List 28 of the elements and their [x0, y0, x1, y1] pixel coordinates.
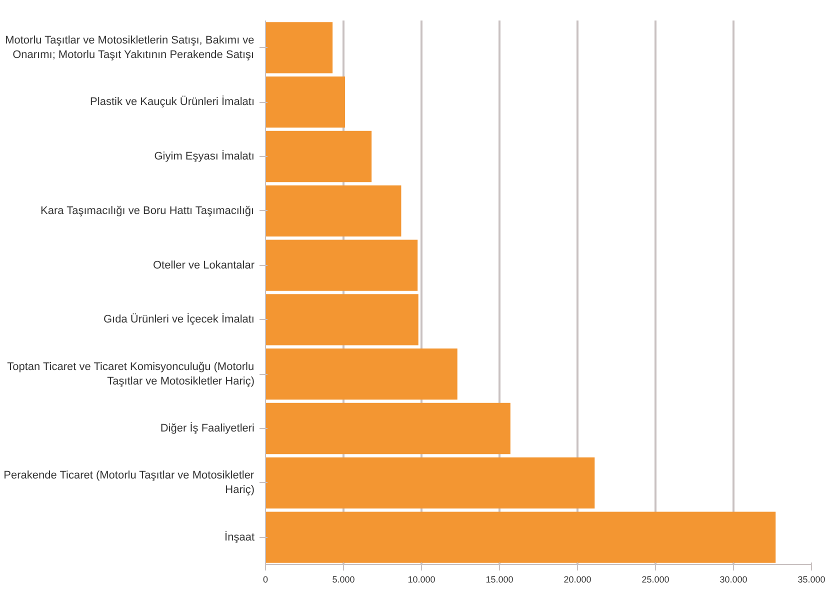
bar: [266, 130, 372, 182]
x-tick-label: 0: [262, 574, 268, 584]
x-tick-label: 25.000: [642, 574, 670, 584]
bar: [266, 512, 776, 563]
x-tick-label: 15.000: [486, 574, 514, 584]
y-tick-label: Perakende Ticaret (Motorlu Taşıtlar ve Motosikletler Hariç): [4, 470, 255, 496]
y-tick-label: Motorlu Taşıtlar ve Motosikletlerin Satışı, Bakımı ve Onarımı; Motorlu Taşıt Yakıtının Perakende Satışı: [5, 34, 254, 61]
x-tick-label: 10.000: [408, 574, 436, 584]
bar: [266, 402, 510, 454]
x-tick-label: 5.000: [332, 574, 355, 584]
bar: [266, 457, 595, 508]
bar: [266, 240, 418, 291]
y-tick-label: Toptan Ticaret ve Ticaret Komisyonculuğu (Motorlu Taşıtlar ve Motosikletler Hariç): [7, 360, 255, 388]
bar: [266, 185, 402, 236]
bar: [266, 76, 346, 128]
y-tick-label: Gıda Ürünleri ve İçecek İmalatı: [103, 312, 255, 326]
y-tick-label: İnşaat: [224, 530, 255, 544]
y-tick-label: Giyim Eşyası İmalatı: [154, 150, 255, 162]
bar: [266, 22, 333, 74]
x-tick-label: 30.000: [720, 574, 748, 584]
bar: [266, 294, 418, 346]
x-tick-label: 20.000: [564, 574, 592, 584]
y-tick-label: Diğer İş Faaliyetleri: [160, 422, 254, 434]
y-tick-label: Plastik ve Kauçuk Ürünleri İmalatı: [90, 95, 254, 108]
y-tick-label: Kara Taşımacılığı ve Boru Hattı Taşımacılığı: [40, 204, 254, 217]
y-tick-label: Oteller ve Lokantalar: [153, 259, 255, 272]
x-tick-label: 35.000: [798, 574, 826, 584]
bar: [266, 348, 458, 400]
